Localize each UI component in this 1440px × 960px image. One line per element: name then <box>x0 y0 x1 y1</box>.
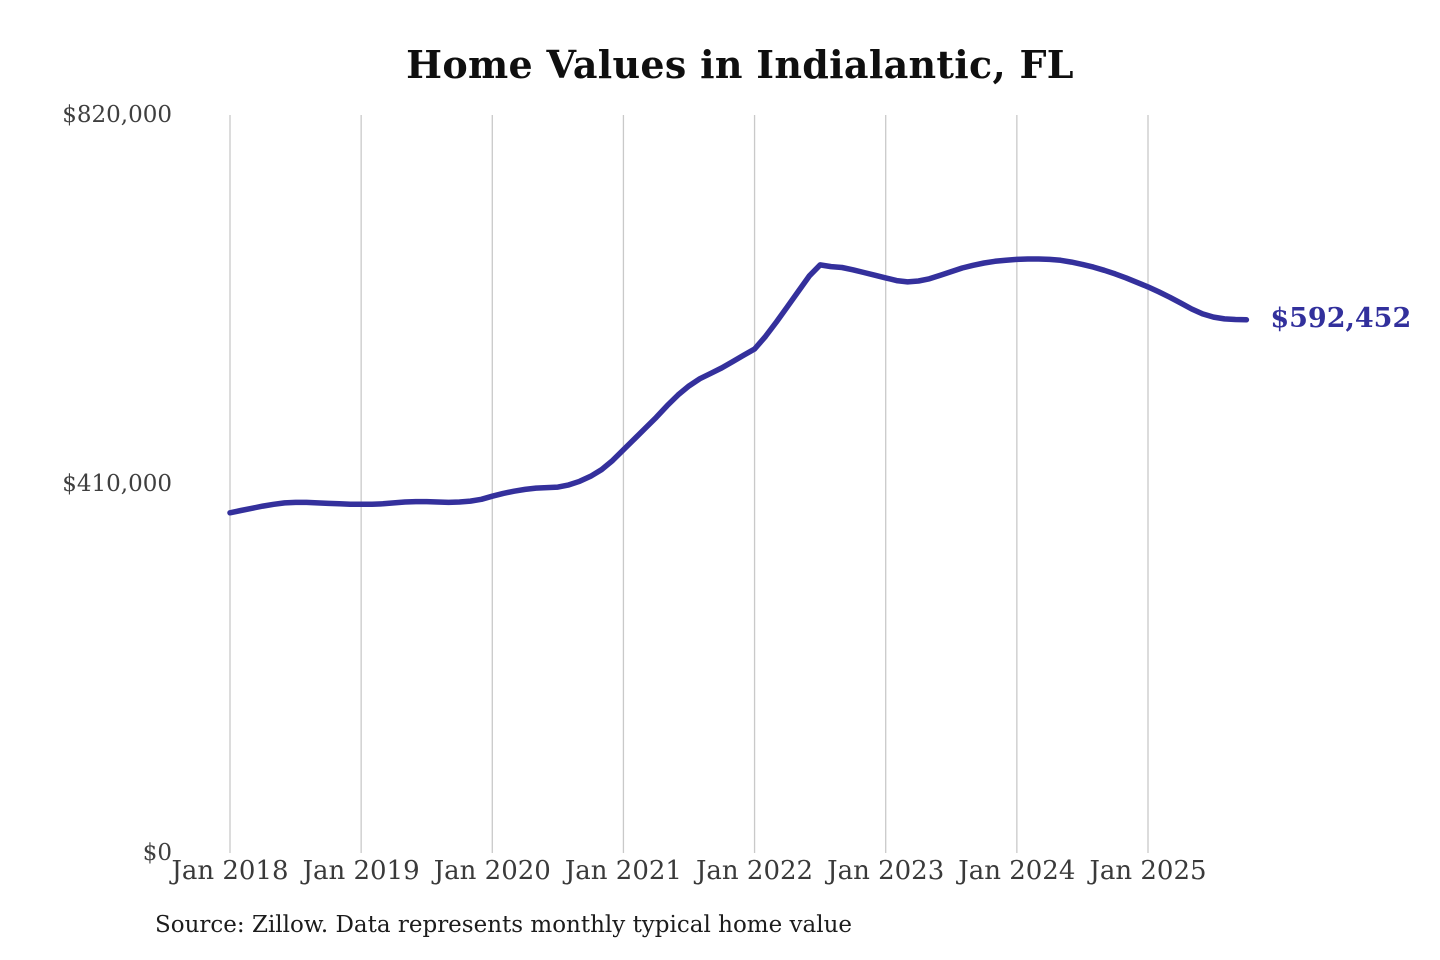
y-axis-tick-label: $410,000 <box>62 471 172 497</box>
x-axis-tick-label: Jan 2021 <box>564 856 682 886</box>
latest-value-label: $592,452 <box>1270 302 1412 334</box>
source-note: Source: Zillow. Data represents monthly … <box>155 912 853 938</box>
x-axis-tick-label: Jan 2023 <box>827 856 945 886</box>
x-axis-tick-label: Jan 2020 <box>433 856 551 886</box>
home-values-series-line <box>227 256 1250 516</box>
x-axis-tick-label: Jan 2024 <box>958 856 1076 886</box>
x-axis-tick-label: Jan 2019 <box>302 856 420 886</box>
x-axis-tick-label: Jan 2018 <box>171 856 289 886</box>
chart-title: Home Values in Indialantic, FL <box>406 42 1074 87</box>
x-axis-tick-label: Jan 2022 <box>696 856 814 886</box>
x-axis-tick-label: Jan 2025 <box>1089 856 1207 886</box>
y-axis-tick-label: $820,000 <box>62 102 172 128</box>
y-axis-tick-label: $0 <box>142 840 172 866</box>
